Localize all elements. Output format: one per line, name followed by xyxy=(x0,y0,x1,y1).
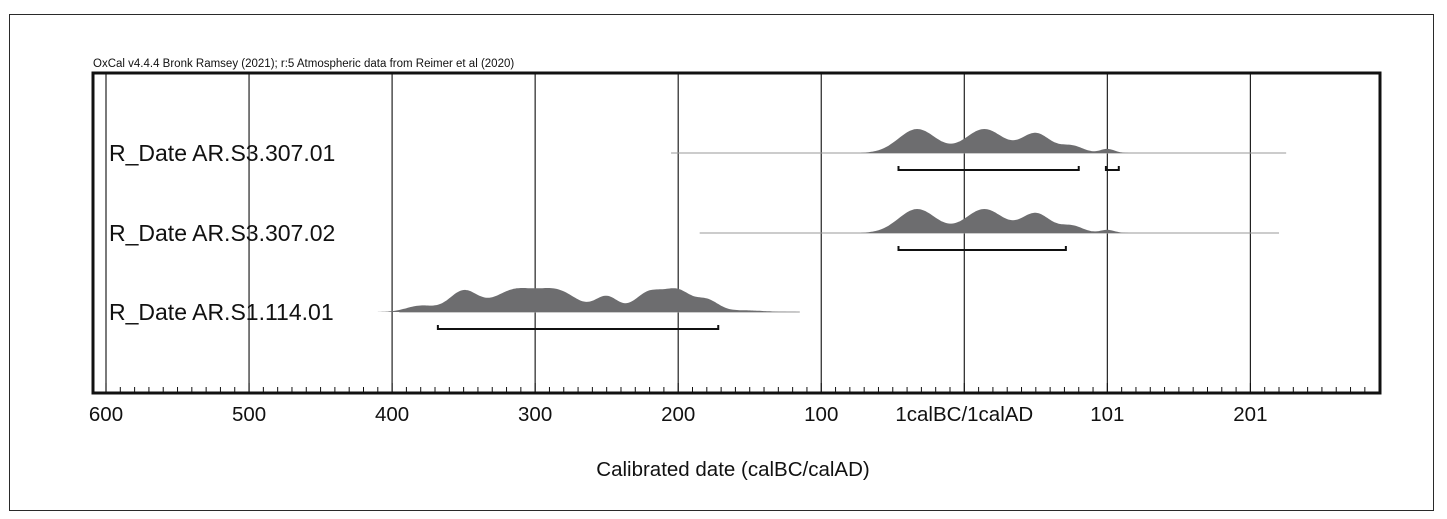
series-label: R_Date AR.S1.114.01 xyxy=(109,299,334,325)
x-tick-label: 400 xyxy=(375,403,409,426)
x-tick-label: 101 xyxy=(1090,403,1124,426)
x-tick-label: 201 xyxy=(1233,403,1267,426)
series-label: R_Date AR.S3.307.02 xyxy=(109,220,335,246)
x-tick-label: 1calBC/1calAD xyxy=(895,403,1033,426)
probability-distribution xyxy=(377,288,803,312)
series-group: R_Date AR.S1.114.01 xyxy=(109,288,803,330)
series-group: R_Date AR.S3.307.01 xyxy=(109,129,1287,171)
oxcal-plot: OxCal v4.4.4 Bronk Ramsey (2021); r:5 At… xyxy=(89,58,1382,481)
hpd-range-bar xyxy=(897,246,1067,251)
hpd-range-bar xyxy=(436,325,720,330)
x-tick-label: 500 xyxy=(232,403,266,426)
series-layer: R_Date AR.S3.307.01 R_Date AR.S3.307.02 R_… xyxy=(109,129,1287,330)
plot-border xyxy=(91,71,1382,395)
minor-ticks xyxy=(105,383,1366,393)
series-label: R_Date AR.S3.307.01 xyxy=(109,140,335,166)
hpd-range-bar xyxy=(1104,166,1120,171)
x-tick-labels: 600 500 400 300 200 100 1calBC/1calAD 101 201 xyxy=(89,403,1268,426)
probability-distribution xyxy=(861,209,1129,233)
hpd-range-bar xyxy=(897,166,1080,171)
x-tick-label: 200 xyxy=(661,403,695,426)
chart-title: OxCal v4.4.4 Bronk Ramsey (2021); r:5 At… xyxy=(93,58,514,70)
chart-frame: OxCal v4.4.4 Bronk Ramsey (2021); r:5 At… xyxy=(9,14,1434,511)
probability-distribution xyxy=(861,129,1129,153)
x-tick-label: 100 xyxy=(804,403,838,426)
series-group: R_Date AR.S3.307.02 xyxy=(109,209,1280,251)
x-axis-label: Calibrated date (calBC/calAD) xyxy=(596,458,869,481)
x-tick-label: 600 xyxy=(89,403,123,426)
x-tick-label: 300 xyxy=(518,403,552,426)
